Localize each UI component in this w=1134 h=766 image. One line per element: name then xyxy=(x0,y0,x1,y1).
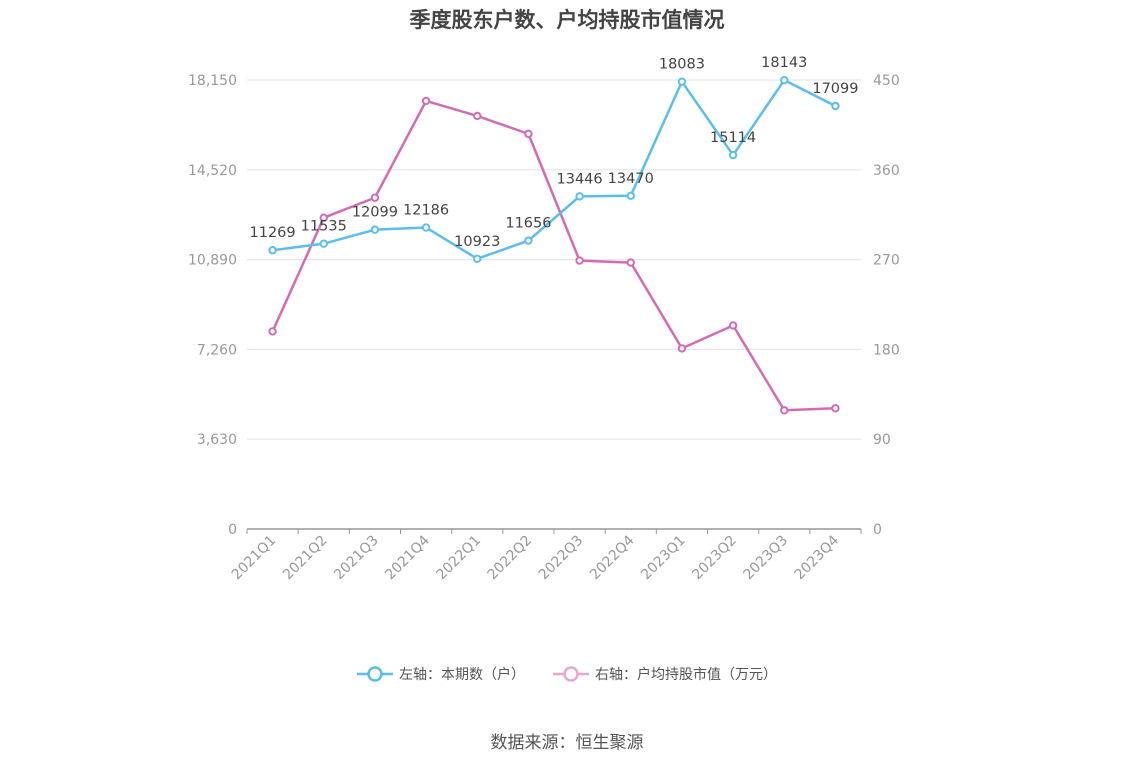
left-axis-tick-label: 14,520 xyxy=(188,163,237,179)
x-axis-tick-label: 2022Q1 xyxy=(433,533,484,584)
right-axis-tick-label: 360 xyxy=(873,163,900,179)
data-label: 13446 xyxy=(557,171,603,187)
left-axis-tick-label: 3,630 xyxy=(197,432,237,448)
x-axis-tick-label: 2023Q1 xyxy=(638,533,689,584)
legend-label-left: 左轴：本期数（户） xyxy=(399,667,525,683)
left-series-point[interactable] xyxy=(319,239,328,248)
right-series-point[interactable] xyxy=(268,327,277,336)
right-series-point[interactable] xyxy=(626,258,635,267)
x-axis-tick-label: 2021Q1 xyxy=(229,533,280,584)
x-axis-tick-label: 2021Q2 xyxy=(280,533,331,584)
left-axis-tick-label: 18,150 xyxy=(188,73,237,89)
data-label: 13470 xyxy=(608,171,654,187)
data-label: 11269 xyxy=(250,225,296,241)
data-label: 10923 xyxy=(454,234,500,250)
right-series-point[interactable] xyxy=(370,193,380,202)
data-label: 11535 xyxy=(301,219,347,235)
right-series-point[interactable] xyxy=(524,129,533,139)
data-label: 17099 xyxy=(812,81,858,97)
left-series-point[interactable] xyxy=(831,101,840,111)
left-series-point[interactable] xyxy=(575,192,584,201)
grid-lines xyxy=(247,79,861,440)
right-series-point[interactable] xyxy=(728,321,738,330)
x-axis-tick-label: 2022Q4 xyxy=(587,532,638,583)
x-axis-tick-label: 2022Q2 xyxy=(485,533,536,584)
x-axis-tick-label: 2021Q3 xyxy=(331,533,382,584)
left-axis-tick-label: 0 xyxy=(228,522,237,538)
data-label: 12099 xyxy=(352,205,398,221)
left-axis-tick-label: 7,260 xyxy=(197,342,237,358)
legend: 左轴：本期数（户） 右轴：户均持股市值（万元） xyxy=(0,664,1134,684)
x-axis-tick-label: 2023Q2 xyxy=(689,533,740,584)
right-series-point[interactable] xyxy=(575,256,584,265)
left-series-point[interactable] xyxy=(677,77,687,86)
left-series-point[interactable] xyxy=(421,223,431,232)
data-labels: 11269 11535 12099 12186 10923 11656 13446 13470… xyxy=(250,55,859,250)
left-series-point[interactable] xyxy=(268,246,277,255)
legend-swatch-left-icon xyxy=(357,666,393,682)
left-series-point[interactable] xyxy=(780,75,789,85)
series xyxy=(268,75,840,415)
right-series-point[interactable] xyxy=(473,111,482,121)
right-series-point[interactable] xyxy=(677,344,687,353)
right-series-point[interactable] xyxy=(319,213,328,222)
left-series-point[interactable] xyxy=(473,254,482,263)
x-axis-tick-label: 2023Q3 xyxy=(740,533,791,584)
data-label: 12186 xyxy=(403,203,449,219)
x-axis-tick-label: 2021Q4 xyxy=(382,532,433,583)
right-series-point[interactable] xyxy=(831,404,840,413)
legend-label-right: 右轴：户均持股市值（万元） xyxy=(595,667,777,683)
legend-item-right[interactable]: 右轴：户均持股市值（万元） xyxy=(553,664,777,684)
right-axis-tick-label: 0 xyxy=(873,522,882,538)
left-series-point[interactable] xyxy=(626,191,635,200)
left-series-point[interactable] xyxy=(524,236,533,245)
x-axis-tick-label: 2023Q4 xyxy=(792,532,843,583)
data-label: 11656 xyxy=(505,216,551,232)
right-axis-tick-label: 450 xyxy=(873,73,900,89)
legend-item-left[interactable]: 左轴：本期数（户） xyxy=(357,664,525,684)
left-series-point[interactable] xyxy=(728,150,738,160)
legend-swatch-right-icon xyxy=(553,666,589,682)
x-axis-tick-label: 2022Q3 xyxy=(536,533,587,584)
left-series-line xyxy=(271,78,837,261)
right-axis-tick-label: 180 xyxy=(873,342,900,358)
data-label: 18083 xyxy=(659,57,705,73)
left-series-point[interactable] xyxy=(370,225,380,234)
data-label: 15114 xyxy=(710,130,756,146)
right-axis-tick-label: 90 xyxy=(873,432,891,448)
source-note: 数据来源：恒生聚源 xyxy=(490,733,644,753)
right-series-line xyxy=(271,99,837,412)
right-series-point[interactable] xyxy=(780,406,789,415)
chart-title: 季度股东户数、户均持股市值情况 xyxy=(409,8,725,32)
axes: 0 0 3,630 90 7,260 180 10,890 270 14,520 360 18,15… xyxy=(188,73,900,583)
left-axis-tick-label: 10,890 xyxy=(188,253,237,269)
right-axis-tick-label: 270 xyxy=(873,253,900,269)
data-label: 18143 xyxy=(761,55,807,71)
right-series-point[interactable] xyxy=(421,96,431,106)
